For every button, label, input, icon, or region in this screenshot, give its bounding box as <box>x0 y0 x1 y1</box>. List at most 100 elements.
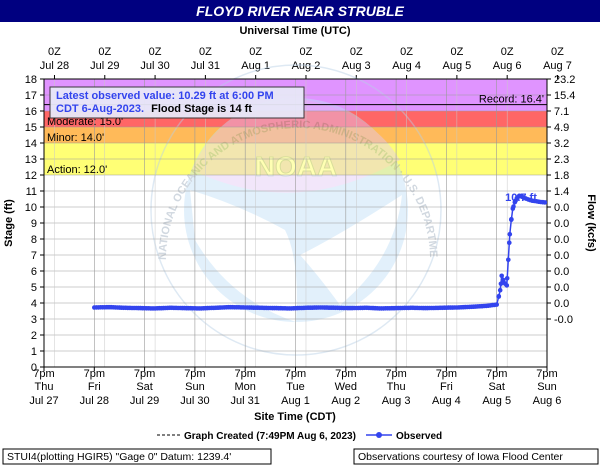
chart-title: FLOYD RIVER NEAR STRUBLE <box>196 3 404 19</box>
top-tick-label: 0Z <box>350 46 363 58</box>
left-tick-label: 3 <box>31 314 37 326</box>
top-tick-label: Aug 6 <box>493 60 522 72</box>
bottom-tick-label: 7pm <box>84 368 105 380</box>
right-axis-ticks: -0.0 0.0 0.0 0.0 0.0 0.0 0.0 0.0 1.4 1.8 2.3 3.2 4.9… <box>547 74 575 326</box>
title-bar <box>0 0 600 22</box>
top-tick-label: Jul 29 <box>90 60 119 72</box>
peak-label: 10.7 ft <box>505 192 537 204</box>
top-tick-label: 0Z <box>450 46 463 58</box>
top-tick-label: 0Z <box>48 46 61 58</box>
legend-observed-text: Observed <box>396 431 442 442</box>
left-tick-label: 7 <box>31 250 37 262</box>
bottom-tick-label: 7pm <box>536 368 557 380</box>
left-tick-label: 18 <box>25 74 37 86</box>
right-tick-label: 0.0 <box>554 250 569 262</box>
footer-left-box <box>2 448 272 465</box>
bottom-tick-label: Jul 31 <box>231 395 260 407</box>
left-tick-label: 16 <box>25 106 37 118</box>
right-tick-label: 0.0 <box>554 202 569 214</box>
top-tick-label: Aug 2 <box>292 60 321 72</box>
bottom-tick-label: Mon <box>234 381 255 393</box>
left-tick-label: 9 <box>31 218 37 230</box>
right-tick-label: 1.8 <box>554 170 569 182</box>
right-tick-label: 4.9 <box>554 122 569 134</box>
bottom-tick-label: Aug 2 <box>331 395 360 407</box>
left-tick-label: 1 <box>31 346 37 358</box>
observed-point <box>497 287 503 293</box>
latest-observation-box: Latest observed value: 10.29 ft at 6:00 … <box>49 86 305 119</box>
bottom-tick-label: Sat <box>488 381 505 393</box>
observed-point <box>504 283 510 288</box>
record-label: Record: 16.4' <box>479 94 544 106</box>
bottom-tick-label: 7pm <box>134 368 155 380</box>
observed-point <box>506 257 511 263</box>
observed-series <box>92 193 547 311</box>
band-label-minor: Minor: 14.0' <box>47 132 104 144</box>
watermark-noaa-text: NOAA <box>255 151 337 182</box>
top-tick-label: Aug 1 <box>241 60 270 72</box>
top-tick-label: 0Z <box>199 46 212 58</box>
left-tick-label: 4 <box>31 298 37 310</box>
bottom-tick-label: Aug 3 <box>382 395 411 407</box>
footer-right-box <box>353 448 599 465</box>
right-tick-label: 0.0 <box>554 234 569 246</box>
info-line-2-date: CDT 6-Aug-2023. <box>56 103 144 115</box>
observed-point <box>542 200 547 205</box>
left-tick-label: 6 <box>31 266 37 278</box>
top-tick-label: Aug 3 <box>342 60 371 72</box>
right-tick-label: 0.0 <box>554 282 569 294</box>
top-tick-label: 0Z <box>149 46 162 58</box>
bottom-tick-label: Jul 27 <box>29 395 58 407</box>
left-axis-title: Stage (ft) <box>3 199 15 247</box>
right-tick-label: 0.0 <box>554 298 569 310</box>
bottom-tick-label: 7pm <box>385 368 406 380</box>
bottom-tick-label: Wed <box>335 381 357 393</box>
left-tick-label: 17 <box>25 90 37 102</box>
bottom-tick-label: Sun <box>537 381 557 393</box>
right-tick-label: 3.2 <box>554 138 569 150</box>
bottom-tick-label: 7pm <box>33 368 54 380</box>
bottom-tick-label: 7pm <box>335 368 356 380</box>
observed-point <box>507 240 512 245</box>
right-tick-label: 7.1 <box>554 106 569 118</box>
bottom-tick-label: Aug 4 <box>432 395 461 407</box>
bottom-tick-label: 7pm <box>234 368 255 380</box>
bottom-tick-label: Aug 6 <box>533 395 562 407</box>
right-tick-label: -0.0 <box>554 314 573 326</box>
right-tick-label: 0.0 <box>554 218 569 230</box>
bottom-tick-label: Aug 5 <box>482 395 511 407</box>
left-tick-label: 13 <box>25 154 37 166</box>
bottom-tick-label: Thu <box>35 381 54 393</box>
right-axis-title: Flow (kcfs) <box>585 194 597 252</box>
band-label-action: Action: 12.0' <box>47 164 107 176</box>
bottom-axis-title: Site Time (CDT) <box>254 411 336 423</box>
bottom-tick-label: 7pm <box>285 368 306 380</box>
top-tick-label: 0Z <box>98 46 111 58</box>
bottom-tick-label: 7pm <box>184 368 205 380</box>
observed-point <box>509 216 514 222</box>
observed-point <box>496 293 502 299</box>
top-tick-label: Jul 28 <box>40 60 69 72</box>
top-tick-label: Jul 31 <box>191 60 220 72</box>
left-tick-label: 12 <box>25 170 37 182</box>
right-tick-label: 23.2 <box>554 74 575 86</box>
info-line-2-flood: Flood Stage is 14 ft <box>151 103 252 115</box>
bottom-tick-label: Fri <box>440 381 453 393</box>
top-axis-ticks: 0Z Jul 28 0Z Jul 29 0Z Jul 30 0Z Jul 31 0Z Aug 1 0… <box>40 46 572 79</box>
top-tick-label: 0Z <box>501 46 514 58</box>
left-tick-label: 14 <box>25 138 37 150</box>
top-tick-label: Aug 4 <box>392 60 421 72</box>
right-tick-label: 2.3 <box>554 154 569 166</box>
left-tick-label: 11 <box>26 186 37 198</box>
bottom-tick-label: 7pm <box>436 368 457 380</box>
footer-right-text: Observations courtesy of Iowa Flood Cent… <box>358 451 563 463</box>
observed-point <box>507 231 513 237</box>
bottom-tick-label: 7pm <box>486 368 507 380</box>
bottom-tick-label: Jul 28 <box>80 395 109 407</box>
observed-point <box>494 302 500 307</box>
right-tick-label: 15.4 <box>554 90 575 102</box>
left-tick-label: 5 <box>31 282 37 294</box>
